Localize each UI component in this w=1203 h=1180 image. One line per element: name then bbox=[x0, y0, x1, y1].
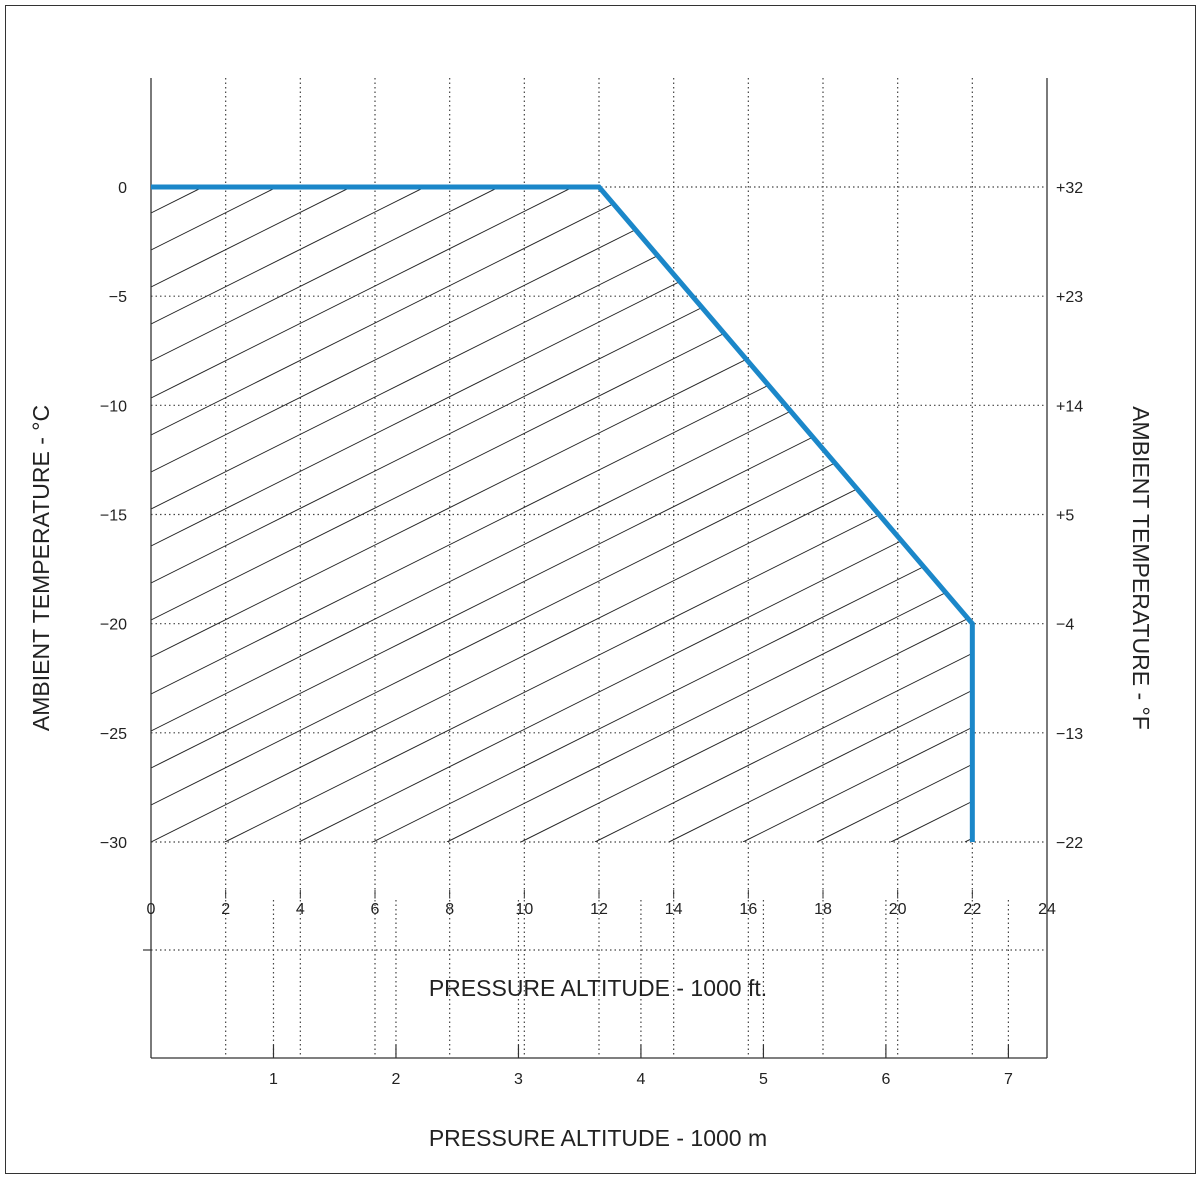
y2-tick-label: +32 bbox=[1056, 180, 1083, 197]
x2-tick-label: 6 bbox=[881, 1071, 890, 1088]
x-axis-title: PRESSURE ALTITUDE - 1000 ft. bbox=[429, 975, 767, 1001]
y-tick-label: −10 bbox=[100, 398, 127, 415]
hatch-line bbox=[1113, 142, 1203, 842]
hatch-line bbox=[1187, 142, 1203, 842]
y-axis-title: AMBIENT TEMPERATURE - °C bbox=[28, 405, 54, 731]
hatch-line bbox=[151, 187, 886, 842]
y-tick-label: −5 bbox=[109, 289, 127, 306]
x-tick-label: 20 bbox=[889, 901, 907, 918]
hatch-line bbox=[151, 187, 442, 842]
hatch-line bbox=[151, 187, 516, 842]
y2-tick-label: −4 bbox=[1056, 617, 1074, 634]
y2-tick-label: +5 bbox=[1056, 508, 1074, 525]
y2-tick-label: −22 bbox=[1056, 835, 1083, 852]
x-tick-label: 0 bbox=[147, 901, 156, 918]
x-tick-label: 18 bbox=[814, 901, 832, 918]
hatch-line bbox=[151, 187, 812, 842]
x-tick-label: 12 bbox=[590, 901, 608, 918]
hatch-line bbox=[520, 187, 973, 842]
hatch-line bbox=[151, 187, 973, 842]
hatch-line bbox=[446, 187, 973, 842]
hatch-line bbox=[151, 187, 973, 842]
x2-tick-label: 1 bbox=[269, 1071, 278, 1088]
x2-axis-title: PRESSURE ALTITUDE - 1000 m bbox=[429, 1125, 767, 1151]
x2-tick-label: 5 bbox=[759, 1071, 768, 1088]
x-tick-label: 10 bbox=[515, 901, 533, 918]
hatch-line bbox=[668, 187, 973, 842]
hatch-line bbox=[151, 187, 973, 842]
hatch-line bbox=[151, 187, 738, 842]
operating-envelope-line bbox=[151, 184, 975, 842]
hatch-line bbox=[151, 187, 664, 842]
y-tick-label: −20 bbox=[100, 617, 127, 634]
hatch-line bbox=[151, 187, 973, 842]
y-tick-label: −30 bbox=[100, 835, 127, 852]
hatch-line bbox=[298, 187, 973, 842]
hatch-line bbox=[594, 187, 973, 842]
y2-tick-label: −13 bbox=[1056, 726, 1083, 743]
y-tick-label: −25 bbox=[100, 726, 127, 743]
x-tick-label: 16 bbox=[739, 901, 757, 918]
hatch-line bbox=[151, 187, 973, 842]
hatch-line bbox=[151, 187, 973, 842]
y-tick-label: −15 bbox=[100, 508, 127, 525]
x2-tick-label: 4 bbox=[636, 1071, 645, 1088]
x-tick-label: 6 bbox=[371, 901, 380, 918]
hatch-line bbox=[151, 187, 960, 842]
x2-tick-label: 7 bbox=[1004, 1071, 1013, 1088]
hatch-line bbox=[964, 187, 973, 842]
x-tick-label: 22 bbox=[963, 901, 981, 918]
x2-tick-label: 3 bbox=[514, 1071, 523, 1088]
hatch-line bbox=[151, 187, 368, 842]
x-tick-label: 8 bbox=[445, 901, 454, 918]
y-tick-label: 0 bbox=[118, 180, 127, 197]
hatch-line bbox=[151, 187, 590, 842]
hatch-line bbox=[372, 187, 973, 842]
x-tick-label: 14 bbox=[665, 901, 683, 918]
x-tick-label: 24 bbox=[1038, 901, 1056, 918]
x-tick-label: 4 bbox=[296, 901, 305, 918]
x2-tick-label: 2 bbox=[392, 1071, 401, 1088]
y2-tick-label: +14 bbox=[1056, 398, 1083, 415]
y2-tick-label: +23 bbox=[1056, 289, 1083, 306]
hatch-line bbox=[151, 187, 973, 842]
chart-frame bbox=[5, 5, 1196, 1174]
y2-axis-title: AMBIENT TEMPERATURE - °F bbox=[1128, 406, 1154, 730]
x-tick-label: 2 bbox=[221, 901, 230, 918]
